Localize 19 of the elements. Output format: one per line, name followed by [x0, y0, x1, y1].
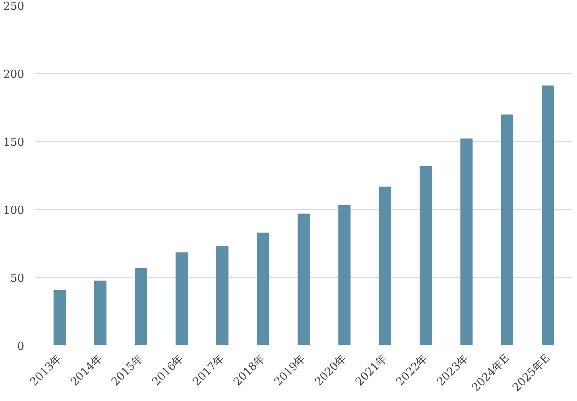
bar: [176, 252, 188, 346]
y-tick-label: 200: [4, 68, 25, 81]
bar: [257, 232, 270, 346]
bar: [338, 206, 351, 346]
bar: [135, 268, 148, 346]
bar: [216, 246, 229, 346]
y-tick-label: 0: [18, 340, 24, 353]
bar: [420, 166, 432, 346]
bar: [460, 138, 473, 346]
y-tick-label: 100: [4, 204, 25, 217]
bar: [298, 214, 310, 346]
y-tick-label: 250: [4, 0, 25, 13]
bar: [501, 114, 514, 346]
bar: [379, 186, 392, 346]
y-tick-label: 50: [10, 272, 25, 285]
bar: [542, 86, 554, 346]
y-tick-label: 150: [4, 136, 25, 149]
bar: [94, 280, 107, 346]
bar: [54, 290, 66, 346]
